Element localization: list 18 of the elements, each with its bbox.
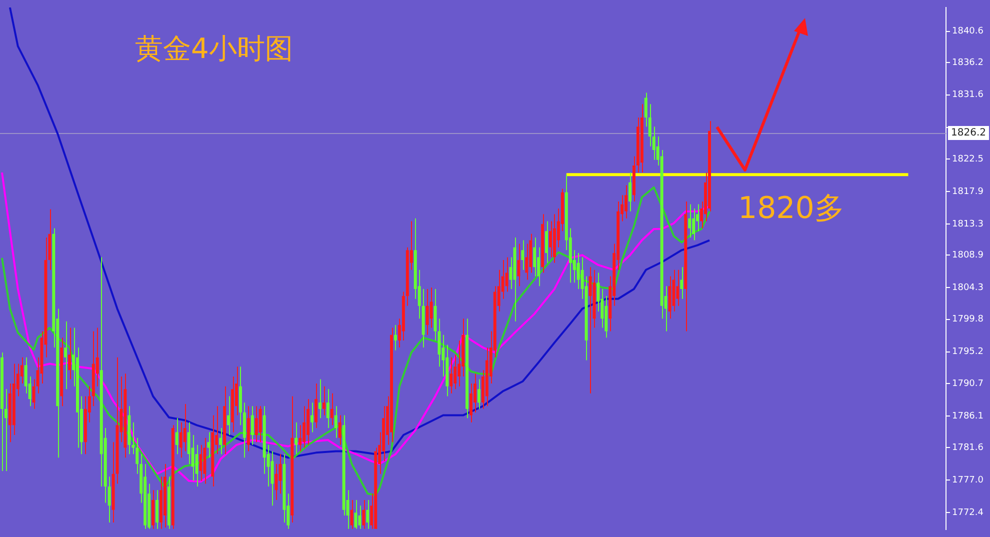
- y-tick-label: 1804.3: [952, 282, 984, 293]
- y-tick-label: 1813.3: [952, 219, 984, 230]
- annotation: 1820多: [738, 190, 844, 228]
- y-tick-label: 1822.5: [952, 154, 984, 164]
- y-tick-label: 1831.6: [952, 90, 984, 100]
- y-tick-label: 1817.9: [952, 186, 984, 197]
- y-tick-label: 1790.7: [952, 378, 984, 389]
- text: 黄金4小时图: [135, 31, 293, 67]
- y-tick-label: 1808.9: [952, 250, 984, 260]
- y-tick-label: 1840.6: [952, 26, 984, 37]
- y-tick-label: 1777.0: [952, 476, 984, 486]
- y-tick-label: 1786.1: [952, 411, 984, 422]
- y-tick-label: 1795.2: [952, 347, 984, 358]
- y-tick-label: 1836.2: [952, 58, 984, 68]
- y-tick-label: 1781.6: [952, 443, 984, 454]
- y-tick-label: 1772.4: [952, 508, 984, 518]
- ref-line-label: 1826.2: [951, 128, 986, 139]
- y-tick-label: 1799.8: [952, 314, 984, 325]
